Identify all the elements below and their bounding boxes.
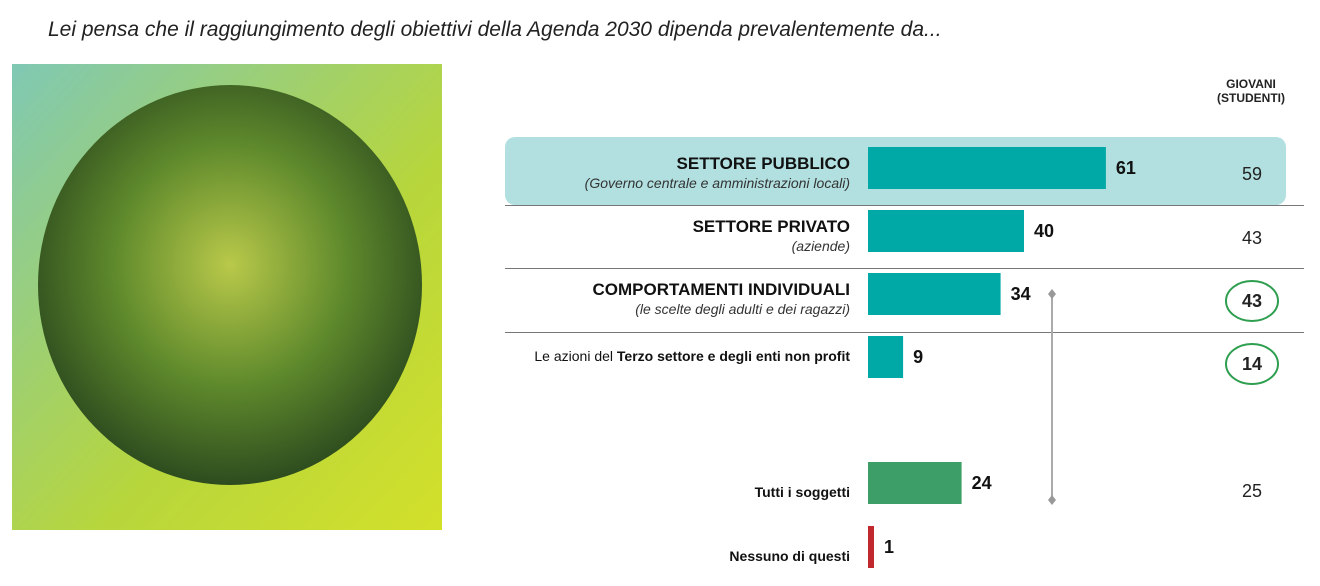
category-label: Nessuno di questi (490, 545, 850, 567)
highlight-circle (1225, 343, 1279, 385)
value-label: 1 (884, 537, 894, 557)
comparison-value: 43 (1242, 228, 1262, 248)
category-label: SETTORE PRIVATO (aziende) (490, 216, 850, 254)
category-subtitle: (Governo centrale e amministrazioni loca… (584, 175, 850, 191)
bar (868, 273, 1001, 315)
comparison-value: 25 (1242, 481, 1262, 501)
category-text: Nessuno di questi (490, 545, 850, 567)
category-name: Terzo settore e degli enti non profit (616, 348, 850, 364)
category-name: SETTORE PUBBLICO (676, 154, 850, 173)
comparison-value: 43 (1242, 291, 1262, 311)
value-label: 40 (1034, 221, 1054, 241)
category-text: COMPORTAMENTI INDIVIDUALI (490, 279, 850, 301)
category-name: COMPORTAMENTI INDIVIDUALI (592, 280, 850, 299)
bar (868, 147, 1106, 189)
category-text: Le azioni del Terzo settore e degli enti… (510, 346, 850, 366)
category-label: SETTORE PUBBLICO (Governo centrale e ammi… (490, 153, 850, 191)
comparison-header: GIOVANI (STUDENTI) (1217, 77, 1285, 105)
category-text: SETTORE PRIVATO (490, 216, 850, 238)
category-subtitle: (aziende) (791, 238, 850, 254)
bar (868, 210, 1024, 252)
highlight-circle (1225, 280, 1279, 322)
bar (868, 336, 904, 378)
category-text: SETTORE PUBBLICO (490, 153, 850, 175)
title: Lei pensa che il raggiungimento degli ob… (48, 18, 942, 41)
bar (868, 462, 962, 504)
photo-circle (38, 85, 422, 485)
value-label: 61 (1116, 158, 1136, 178)
category-name: Tutti i soggetti (754, 484, 850, 500)
category-name: Nessuno di questi (729, 548, 850, 564)
comparison-value: 59 (1242, 164, 1262, 184)
value-label: 34 (1011, 284, 1031, 304)
category-label: Le azioni del Terzo settore e degli enti… (510, 346, 850, 366)
category-label: Tutti i soggetti (490, 481, 850, 503)
bar (868, 526, 874, 568)
category-label: COMPORTAMENTI INDIVIDUALI (le scelte degl… (490, 279, 850, 317)
category-prefix: Le azioni del (534, 348, 614, 364)
category-name: SETTORE PRIVATO (692, 217, 850, 236)
value-label: 9 (913, 347, 923, 367)
category-subtitle: (le scelte degli adulti e dei ragazzi) (635, 301, 850, 317)
value-label: 24 (972, 473, 992, 493)
category-text: Tutti i soggetti (490, 481, 850, 503)
comparison-value: 14 (1242, 354, 1262, 374)
